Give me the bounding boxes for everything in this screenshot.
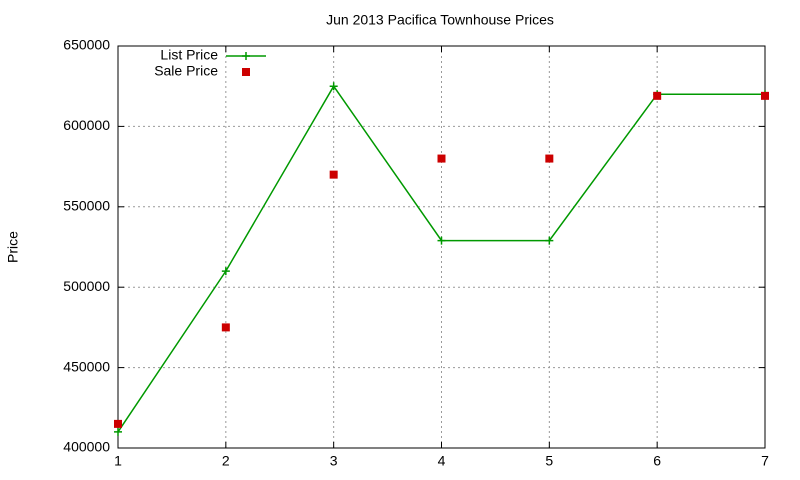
point [437, 154, 446, 163]
point [653, 91, 662, 100]
point [114, 419, 122, 428]
point [114, 427, 122, 436]
legend-marker [242, 68, 250, 76]
x-tick-label: 1 [114, 453, 122, 469]
y-axis-label: Price [5, 231, 21, 263]
point [221, 267, 230, 276]
point [329, 170, 338, 179]
x-tick-label: 5 [545, 453, 553, 469]
legend-marker [242, 52, 250, 60]
x-tick-label: 2 [222, 453, 230, 469]
y-tick-label: 400000 [63, 439, 110, 455]
point [329, 82, 338, 91]
y-tick-label: 550000 [63, 198, 110, 214]
chart-title: Jun 2013 Pacifica Townhouse Prices [326, 12, 554, 28]
point [221, 323, 230, 332]
legend-label: List Price [160, 47, 218, 63]
point [545, 236, 554, 245]
x-tick-label: 4 [438, 453, 446, 469]
x-tick-label: 7 [761, 453, 769, 469]
point [437, 236, 446, 245]
plot-frame [117, 45, 766, 449]
x-tick-label: 6 [653, 453, 661, 469]
y-tick-label: 600000 [63, 117, 110, 133]
series-line [117, 84, 765, 433]
y-tick-label: 450000 [63, 358, 110, 374]
point [545, 154, 554, 163]
x-tick-label: 3 [330, 453, 338, 469]
point [761, 91, 769, 100]
y-tick-label: 650000 [63, 37, 110, 53]
legend-label: Sale Price [154, 63, 218, 79]
y-tick-label: 500000 [63, 278, 110, 294]
